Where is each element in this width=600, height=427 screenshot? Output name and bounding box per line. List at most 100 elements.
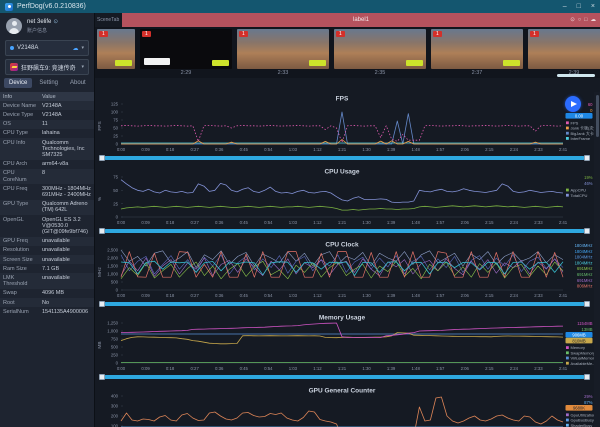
sidebar: net 3elife ⊙ 账户信息 V2148A ☁ ▾ 狂野飙车9: 竞速传奇… [0,13,95,427]
table-row: Ram Size 7.1 GB [3,265,60,272]
thumbnail-timestamp: 2:35 [374,70,386,77]
svg-text:25: 25 [113,134,118,139]
slider-track[interactable] [104,374,585,379]
scene-cloud-icon[interactable]: ☁ [590,17,597,23]
svg-text:0:09: 0:09 [141,147,150,152]
slider-right-handle[interactable] [584,300,590,307]
slider-track[interactable] [104,155,585,160]
svg-text:2:33: 2:33 [534,147,543,152]
screenshot-thumbnail[interactable]: 1 2:39 [528,29,600,78]
slider-right-handle[interactable] [584,373,590,380]
sidebar-tabs: Device Setting About [4,78,90,88]
cpu-usage-chart-range-slider[interactable] [99,227,590,235]
strip-scrollbar[interactable] [557,74,595,77]
slider-left-handle[interactable] [99,373,105,380]
fps-chart: FPS FPS 0 25 50 75 100 125 0:00 0:09 0:18 0:27 0:36 0… [97,96,594,153]
scene-pin-icon[interactable]: ⊙ [570,17,575,23]
screenshot-thumbnail[interactable]: 1 [97,29,135,78]
device-online-dot-icon [10,46,14,50]
screenshot-thumbnail[interactable]: 1 2:29 [140,29,232,78]
thumbnail-image[interactable]: 1 [431,29,523,70]
account-info-link[interactable]: 账户信息 [27,27,48,34]
memory-usage-chart-range-slider[interactable] [99,373,590,381]
svg-text:75: 75 [113,118,118,123]
slider-track[interactable] [104,301,585,306]
svg-text:1:30: 1:30 [362,220,371,225]
thumbnail-image[interactable]: 1 [237,29,329,70]
svg-text:125: 125 [111,102,119,107]
svg-text:1:03: 1:03 [289,366,298,371]
svg-text:2:24: 2:24 [510,366,519,371]
svg-text:19%: 19% [584,175,593,180]
svg-text:ShaderBusy: ShaderBusy [571,423,593,427]
scene-label-bar[interactable]: label1 ⊙ ○ □ ☁ [122,13,600,27]
close-button[interactable]: × [590,3,595,10]
svg-text:1,500: 1,500 [107,264,118,269]
thumbnail-image[interactable]: 1 [97,29,135,70]
svg-text:0: 0 [116,288,119,293]
svg-text:0.00: 0.00 [575,114,584,119]
tab-about[interactable]: About [70,80,86,86]
slider-left-handle[interactable] [99,227,105,234]
svg-text:0: 0 [116,142,119,147]
svg-text:1:21: 1:21 [338,366,347,371]
svg-text:300: 300 [111,404,119,409]
svg-text:0:18: 0:18 [166,293,175,298]
thumbnail-image[interactable]: 1 [528,29,600,70]
device-info-header: Info Value [0,92,94,102]
svg-text:1:39: 1:39 [387,220,396,225]
tab-device[interactable]: Device [4,78,33,88]
scene-folder-icon[interactable]: □ [584,17,588,23]
rank-badge: 1 [336,31,345,37]
fps-chart-range-slider[interactable] [99,154,590,162]
user-name: net 3elife [27,18,52,25]
cloud-icon[interactable]: ☁ [72,45,79,52]
svg-text:2:24: 2:24 [510,220,519,225]
svg-text:25: 25 [113,201,118,206]
svg-text:2:41: 2:41 [559,220,568,225]
svg-text:1:39: 1:39 [387,293,396,298]
svg-text:250: 250 [111,353,119,358]
maximize-button[interactable]: □ [576,3,581,10]
table-row: OpenGL OpenGL ES 3.2 V@0530.0 (GIT@09fe9b… [3,216,88,235]
vertical-scrollbar[interactable] [594,92,600,427]
svg-text:0:45: 0:45 [240,220,249,225]
slider-right-handle[interactable] [584,154,590,161]
svg-text:1804MHz: 1804MHz [575,243,593,248]
app-select[interactable]: 狂野飙车9: 竞速传奇 ▾ [5,59,89,75]
vertical-scrollbar-thumb[interactable] [595,95,599,137]
table-row: LMK Threshold unavailable [0,273,94,289]
svg-text:CPU Usage: CPU Usage [324,169,359,176]
hud-button [309,60,326,67]
screenshot-thumbnail[interactable]: 1 2:33 [237,29,329,78]
svg-text:1:03: 1:03 [289,293,298,298]
device-select[interactable]: V2148A ☁ ▾ [5,40,89,56]
thumbnail-image[interactable]: 1 [140,29,232,70]
cpu-clock-chart-range-slider[interactable] [99,300,590,308]
app-select-value: 狂野飙车9: 竞速传奇 [21,65,76,72]
table-row: GPU Freq unavailable [0,236,94,246]
table-row: CPU Freq 300MHz - 1804MHz 691MHz - 2400MH… [3,185,91,198]
slider-left-handle[interactable] [99,154,105,161]
screenshot-thumbnail[interactable]: 1 2:35 [334,29,426,78]
minimize-button[interactable]: – [562,3,567,10]
play-button[interactable] [565,96,581,112]
svg-text:Memory Usage: Memory Usage [319,315,366,322]
screenshot-thumbnail[interactable]: 1 2:37 [431,29,523,78]
svg-text:0:27: 0:27 [190,147,199,152]
svg-text:60: 60 [588,102,593,107]
tab-setting[interactable]: Setting [39,80,59,86]
svg-text:2:41: 2:41 [559,293,568,298]
slider-right-handle[interactable] [584,227,590,234]
thumbnail-image[interactable]: 1 [334,29,426,70]
scene-circle-icon[interactable]: ○ [577,17,582,23]
slider-track[interactable] [104,228,585,233]
user-account[interactable]: net 3elife ⊙ 账户信息 [0,13,94,38]
svg-text:0:36: 0:36 [215,366,224,371]
svg-text:1:39: 1:39 [387,366,396,371]
svg-text:691MHz: 691MHz [577,278,593,283]
svg-text:75: 75 [113,175,118,180]
svg-text:0:54: 0:54 [264,293,273,298]
slider-left-handle[interactable] [99,300,105,307]
svg-text:906MB: 906MB [572,333,585,338]
